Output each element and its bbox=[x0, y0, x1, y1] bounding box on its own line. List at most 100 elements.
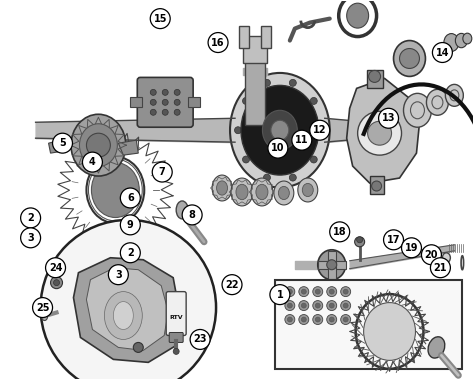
Circle shape bbox=[285, 301, 295, 310]
Polygon shape bbox=[48, 140, 69, 153]
Circle shape bbox=[299, 287, 309, 297]
Circle shape bbox=[318, 127, 325, 134]
Circle shape bbox=[162, 89, 168, 95]
Circle shape bbox=[329, 289, 334, 294]
Circle shape bbox=[120, 215, 140, 235]
Circle shape bbox=[289, 79, 296, 86]
Circle shape bbox=[21, 228, 41, 248]
Bar bbox=[318, 261, 346, 269]
Circle shape bbox=[356, 237, 363, 243]
Ellipse shape bbox=[427, 89, 448, 115]
Polygon shape bbox=[86, 268, 168, 350]
Circle shape bbox=[243, 97, 249, 104]
Circle shape bbox=[120, 188, 140, 208]
Text: 13: 13 bbox=[382, 113, 395, 123]
Ellipse shape bbox=[274, 181, 294, 205]
Circle shape bbox=[86, 133, 110, 157]
Ellipse shape bbox=[241, 86, 319, 175]
Ellipse shape bbox=[157, 242, 168, 253]
Ellipse shape bbox=[442, 253, 450, 263]
Ellipse shape bbox=[456, 33, 467, 48]
Circle shape bbox=[150, 99, 156, 105]
Ellipse shape bbox=[271, 120, 289, 140]
FancyBboxPatch shape bbox=[169, 332, 183, 342]
Circle shape bbox=[315, 317, 320, 322]
Circle shape bbox=[150, 109, 156, 115]
Ellipse shape bbox=[113, 302, 133, 329]
Circle shape bbox=[368, 121, 392, 145]
Circle shape bbox=[299, 315, 309, 325]
Text: 4: 4 bbox=[89, 157, 96, 167]
Bar bbox=[366, 70, 383, 89]
Circle shape bbox=[301, 303, 306, 308]
Circle shape bbox=[287, 303, 292, 308]
Circle shape bbox=[41, 220, 216, 380]
Circle shape bbox=[133, 342, 143, 352]
Bar bbox=[370, 176, 383, 194]
Circle shape bbox=[330, 222, 350, 242]
Ellipse shape bbox=[298, 178, 318, 202]
Circle shape bbox=[264, 79, 271, 86]
Text: 3: 3 bbox=[27, 233, 34, 243]
Ellipse shape bbox=[444, 33, 459, 52]
Bar bbox=[245, 55, 265, 125]
Text: 8: 8 bbox=[189, 210, 196, 220]
Circle shape bbox=[430, 258, 450, 278]
Circle shape bbox=[162, 109, 168, 115]
Circle shape bbox=[421, 245, 441, 265]
Circle shape bbox=[343, 317, 348, 322]
Circle shape bbox=[383, 230, 403, 250]
Circle shape bbox=[190, 329, 210, 350]
Circle shape bbox=[270, 285, 290, 305]
Circle shape bbox=[341, 315, 351, 325]
Circle shape bbox=[21, 208, 41, 228]
Circle shape bbox=[109, 265, 128, 285]
Text: 24: 24 bbox=[49, 263, 62, 273]
Ellipse shape bbox=[278, 187, 289, 200]
Circle shape bbox=[301, 289, 306, 294]
Ellipse shape bbox=[364, 302, 416, 360]
Circle shape bbox=[369, 70, 381, 82]
Ellipse shape bbox=[217, 181, 228, 195]
Ellipse shape bbox=[212, 175, 232, 201]
Circle shape bbox=[432, 43, 452, 62]
Circle shape bbox=[310, 156, 317, 163]
Circle shape bbox=[285, 287, 295, 297]
Ellipse shape bbox=[42, 313, 47, 320]
Circle shape bbox=[174, 109, 180, 115]
Ellipse shape bbox=[251, 178, 273, 206]
Circle shape bbox=[46, 258, 65, 278]
Circle shape bbox=[329, 303, 334, 308]
Circle shape bbox=[329, 317, 334, 322]
Text: 6: 6 bbox=[127, 193, 134, 203]
Circle shape bbox=[285, 315, 295, 325]
Circle shape bbox=[310, 97, 317, 104]
Ellipse shape bbox=[71, 114, 126, 176]
Ellipse shape bbox=[256, 184, 268, 200]
Circle shape bbox=[355, 237, 365, 247]
Bar bbox=[275, 280, 462, 369]
Text: 2: 2 bbox=[27, 213, 34, 223]
Circle shape bbox=[379, 108, 399, 128]
Circle shape bbox=[162, 99, 168, 105]
Circle shape bbox=[310, 120, 330, 140]
Circle shape bbox=[208, 33, 228, 52]
Circle shape bbox=[287, 289, 292, 294]
Ellipse shape bbox=[428, 249, 438, 261]
Circle shape bbox=[299, 301, 309, 310]
Bar bbox=[188, 97, 200, 107]
Circle shape bbox=[173, 348, 179, 355]
Circle shape bbox=[341, 287, 351, 297]
Ellipse shape bbox=[80, 124, 118, 166]
Text: 16: 16 bbox=[211, 38, 225, 48]
Circle shape bbox=[287, 317, 292, 322]
Circle shape bbox=[33, 298, 53, 318]
Circle shape bbox=[150, 9, 170, 28]
Bar bbox=[243, 36, 267, 63]
Ellipse shape bbox=[263, 110, 297, 150]
Circle shape bbox=[82, 152, 102, 172]
Circle shape bbox=[174, 99, 180, 105]
Circle shape bbox=[313, 315, 323, 325]
Bar bbox=[261, 25, 271, 48]
Text: 14: 14 bbox=[436, 48, 449, 57]
